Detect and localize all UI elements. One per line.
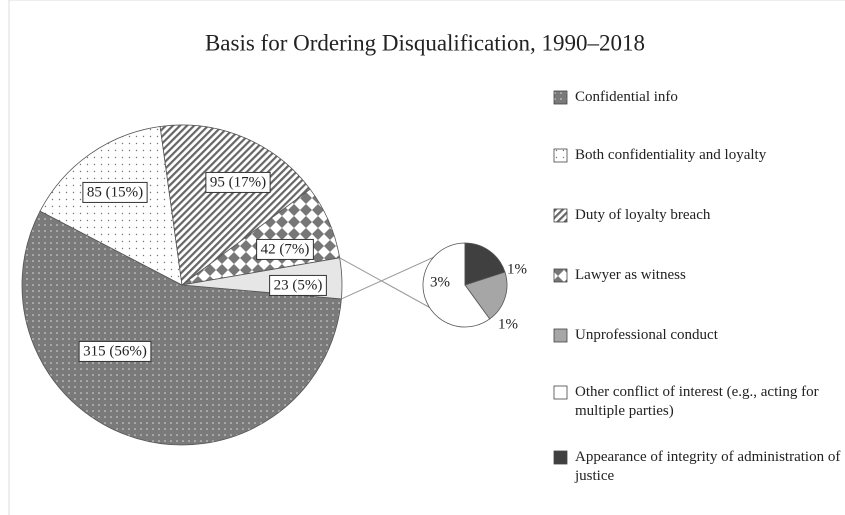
- legend-label: Unprofessional conduct: [575, 327, 718, 343]
- legend-swatch: [553, 328, 568, 343]
- legend-label: Duty of loyalty breach: [575, 207, 711, 223]
- pie-slice: [159, 124, 311, 286]
- label-box: [82, 181, 148, 203]
- frame: [8, 0, 845, 515]
- data-label: 85 (15%): [87, 184, 143, 200]
- label-box: [269, 274, 327, 296]
- legend-swatch: [553, 450, 568, 465]
- label-box: [256, 238, 314, 260]
- sub-pie-slice: [464, 271, 508, 320]
- data-label: 42 (7%): [261, 241, 310, 257]
- data-label: 23 (5%): [274, 277, 323, 293]
- legend-label: Both confidentiality and loyalty: [575, 147, 767, 163]
- data-label: 315 (56%): [83, 343, 147, 359]
- legend-swatch: [553, 90, 568, 105]
- chart-title: Basis for Ordering Disqualification, 199…: [205, 30, 645, 55]
- sub-pie-slice: [464, 242, 506, 286]
- legend-label: Appearance of integrity of administratio…: [575, 449, 841, 484]
- legend-swatch: [553, 148, 568, 163]
- sub-pie-slice: [422, 242, 491, 328]
- pie-slice: [39, 126, 183, 286]
- data-label: 1%: [498, 316, 518, 332]
- label-box: [78, 340, 152, 362]
- pie-slice: [21, 210, 342, 446]
- data-label: 1%: [507, 261, 527, 277]
- legend-label: Confidential info: [575, 89, 678, 105]
- legend-label: Other conflict of interest (e.g., acting…: [575, 384, 819, 419]
- legend-label: Lawyer as witness: [575, 267, 686, 283]
- legend-swatch: [553, 268, 568, 283]
- data-label: 3%: [430, 274, 450, 290]
- legend-swatch: [553, 208, 568, 223]
- legend-swatch: [553, 385, 568, 400]
- label-box: [205, 171, 271, 193]
- data-label: 95 (17%): [210, 174, 266, 190]
